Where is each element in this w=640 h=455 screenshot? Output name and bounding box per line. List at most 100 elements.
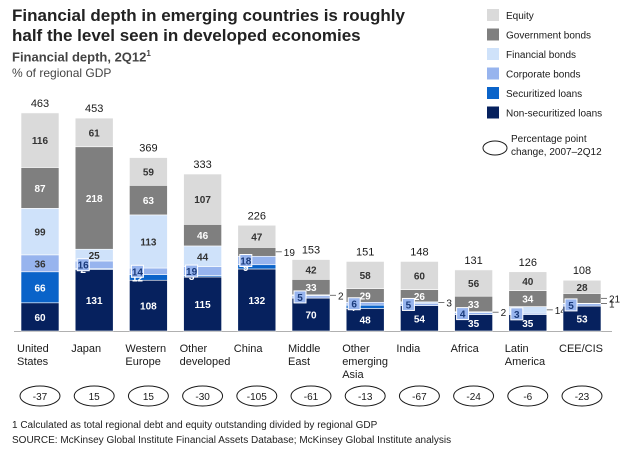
bar-segment (454, 269, 493, 297)
segment-value-label: 115 (195, 300, 212, 311)
category-label: Middle (288, 343, 320, 355)
category-label: Other (342, 343, 370, 355)
legend-swatch (487, 87, 499, 99)
legend-label: Securitized loans (506, 89, 582, 100)
legend-swatch (487, 28, 499, 41)
segment-label-box (130, 264, 144, 278)
segment-value-label: 12 (132, 273, 144, 284)
segment-value-label: 63 (143, 196, 155, 207)
segment-value-label: 19 (284, 248, 296, 259)
segment-value-label: 35 (522, 319, 534, 330)
segment-value-label: 5 (568, 301, 574, 312)
bar-segment (183, 276, 222, 332)
category-label: United (17, 343, 49, 355)
category-label: Other (180, 343, 208, 355)
segment-value-label: 4 (460, 310, 466, 321)
segment-label-box (185, 264, 199, 278)
change-value-label: -67 (412, 392, 427, 403)
footnote: 1 Calculated as total regional debt and … (12, 420, 378, 431)
segment-value-label: 87 (34, 184, 46, 195)
bar-segment (20, 208, 60, 256)
segment-value-label: 107 (194, 195, 211, 206)
change-ellipse (73, 385, 115, 407)
segment-value-label: 33 (305, 283, 317, 294)
bar-segment (345, 261, 385, 290)
segment-value-label: 2 (501, 308, 507, 319)
subtitle-text: Financial depth, 2Q12 (12, 49, 147, 65)
segment-value-label: 21 (609, 294, 621, 305)
change-ellipse (453, 385, 495, 407)
segment-value-label: 5 (297, 293, 303, 304)
bar-segment (129, 214, 168, 269)
legend-change-ellipse (482, 140, 508, 156)
segment-value-label: 35 (468, 319, 480, 330)
bar-total-label: 108 (573, 265, 591, 277)
bar-segment (562, 279, 602, 294)
bar-total-label: 153 (302, 245, 320, 257)
bar-total-label: 151 (356, 246, 374, 258)
bar-segment (74, 117, 114, 148)
legend-swatch (487, 106, 499, 119)
segment-value-label: 36 (34, 259, 46, 270)
category-label: America (505, 356, 546, 368)
segment-label-box (456, 307, 470, 321)
category-label: Western (125, 343, 166, 355)
segment-value-label: 61 (89, 128, 101, 139)
change-value-label: -6 (523, 392, 532, 403)
stacked-bar-chart: 6066369987116463UnitedStates-37131216252… (14, 9, 621, 407)
segment-label-box (347, 297, 361, 311)
legend-label: Government bonds (506, 31, 591, 42)
segment-value-label: 47 (251, 232, 263, 243)
bar-segment (129, 185, 168, 216)
segment-value-label: 19 (186, 267, 198, 278)
segment-label-box (510, 307, 524, 321)
segment-value-label: 14 (555, 306, 567, 317)
segment-value-label: 48 (360, 316, 372, 327)
change-value-label: -61 (304, 392, 319, 403)
legend-swatch (487, 67, 499, 80)
change-value-label: 15 (143, 392, 155, 403)
change-ellipse (236, 385, 278, 407)
segment-value-label: 58 (360, 271, 372, 282)
segment-value-label: 29 (360, 292, 372, 303)
bar-total-label: 131 (464, 255, 482, 267)
segment-label-box (293, 290, 307, 304)
change-value-label: -37 (33, 392, 48, 403)
bar-segment (400, 261, 439, 290)
chart-title: Financial depth in emerging countries is… (12, 6, 405, 45)
bar-segment (183, 173, 222, 225)
segment-value-label: 2 (338, 291, 344, 302)
segment-value-label: 5 (406, 300, 412, 311)
bar-segment (74, 146, 114, 250)
segment-value-label: 59 (143, 167, 155, 178)
change-ellipse (561, 385, 603, 407)
change-ellipse (182, 385, 224, 407)
legend-label: Non-securitized loans (506, 109, 602, 120)
category-label: India (396, 343, 421, 355)
segment-value-label: 1 (609, 300, 615, 311)
segment-value-label: 14 (132, 267, 144, 278)
legend-swatch (487, 48, 499, 60)
bar-segment (237, 268, 277, 332)
category-label: Japan (71, 343, 101, 355)
change-ellipse (290, 385, 332, 407)
segment-value-label: 3 (446, 299, 452, 310)
category-label: East (288, 356, 310, 368)
bar-segment (237, 224, 277, 248)
change-value-label: -30 (195, 392, 210, 403)
bar-segment (129, 279, 168, 332)
segment-value-label: 99 (34, 228, 46, 239)
bar-segment (291, 259, 331, 280)
change-value-label: -105 (247, 392, 267, 403)
bar-segment (129, 157, 168, 186)
bar-total-label: 453 (85, 103, 103, 115)
segment-value-label: 54 (414, 314, 426, 325)
segment-value-label: 132 (248, 296, 265, 307)
segment-value-label: 42 (305, 265, 317, 276)
segment-value-label: 116 (32, 136, 49, 147)
segment-value-label: 53 (576, 315, 588, 326)
category-label: Latin (505, 343, 529, 355)
category-label: CEE/CIS (559, 343, 603, 355)
change-ellipse (19, 385, 61, 407)
chart-unit: % of regional GDP (12, 66, 112, 80)
